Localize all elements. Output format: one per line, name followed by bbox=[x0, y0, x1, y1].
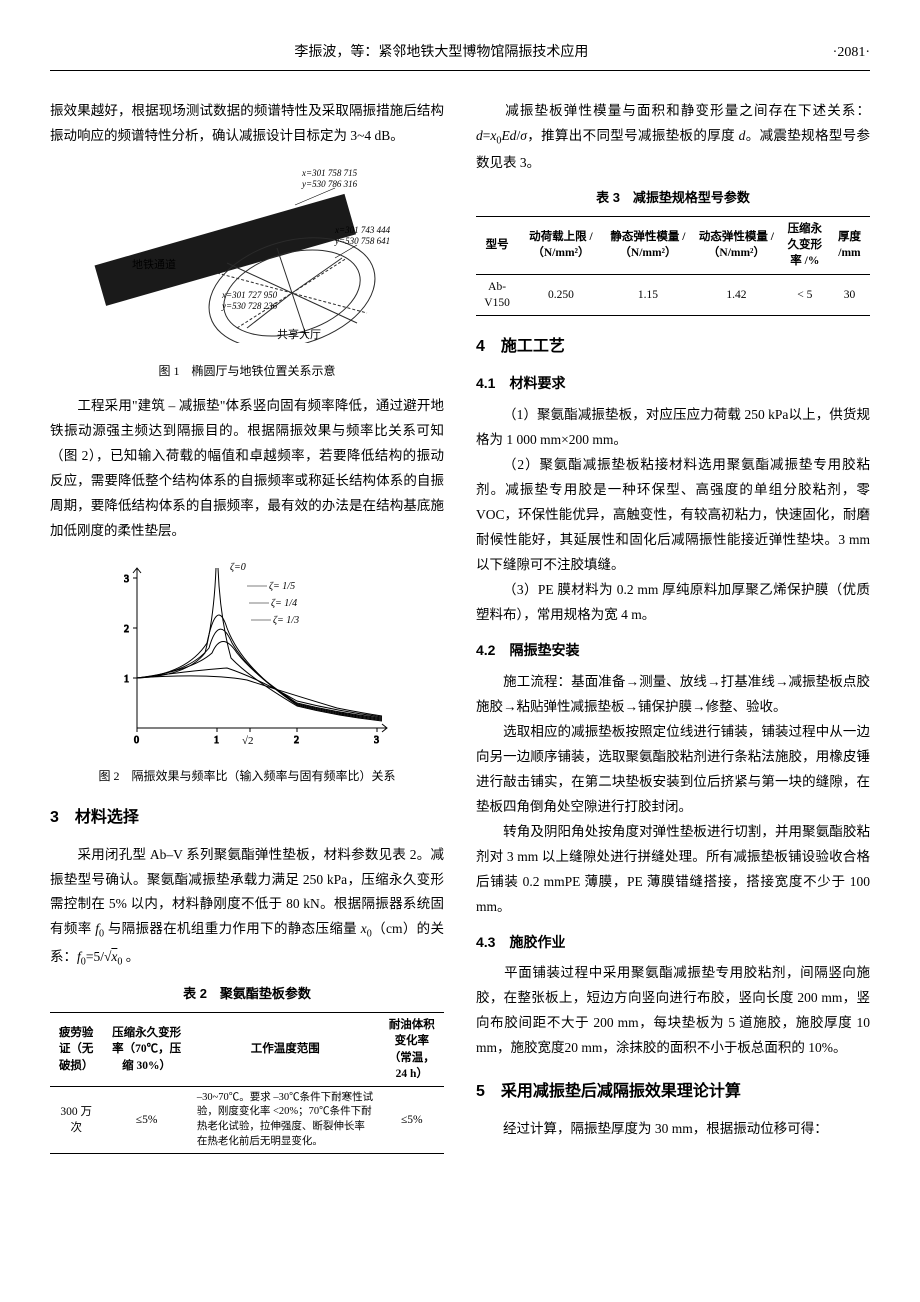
figure-2-caption: 图 2 隔振效果与频率比（输入频率与固有频率比）关系 bbox=[50, 765, 444, 787]
th: 耐油体积变化率（常温，24 h） bbox=[380, 1013, 444, 1086]
running-title: 李振波，等：紧邻地铁大型博物馆隔振技术应用 bbox=[50, 40, 833, 66]
figure-1: 地铁通道 共享大厅 x=301 758 715 y=530 786 316 x=… bbox=[50, 163, 444, 352]
svg-text:y=530 728 236: y=530 728 236 bbox=[221, 301, 278, 311]
table-2-caption: 表 2 聚氨酯垫板参数 bbox=[50, 982, 444, 1006]
paragraph: 施工流程：基面准备→测量、放线→打基准线→减振垫板点胶施胶→粘贴弹性减振垫板→铺… bbox=[476, 670, 870, 720]
tunnel-diagram-svg: 地铁通道 共享大厅 x=301 758 715 y=530 786 316 x=… bbox=[77, 163, 417, 343]
table-2: 疲劳验证（无破损） 压缩永久变形率（70℃，压缩 30%） 工作温度范围 耐油体… bbox=[50, 1012, 444, 1154]
paragraph: （3）PE 膜材料为 0.2 mm 厚纯原料加厚聚乙烯保护膜（优质塑料布），常用… bbox=[476, 578, 870, 628]
figure-1-caption: 图 1 椭圆厅与地铁位置关系示意 bbox=[50, 360, 444, 382]
td: –30~70℃。要求 –30℃条件下耐寒性试验，刚度变化率 <20%；70℃条件… bbox=[191, 1086, 380, 1154]
paragraph: 减振垫板弹性模量与面积和静变形量之间存在下述关系：d=x0Ed/σ，推算出不同型… bbox=[476, 99, 870, 176]
th: 动荷载上限 /（N/mm²） bbox=[518, 217, 604, 274]
td: ≤5% bbox=[102, 1086, 190, 1154]
left-column: 振效果越好，根据现场测试数据的频谱特性及采取隔振措施后结构振动响应的频谱特性分析… bbox=[50, 99, 444, 1167]
section-3-title: 3 材料选择 bbox=[50, 803, 444, 833]
paragraph: 经过计算，隔振垫厚度为 30 mm，根据振动位移可得： bbox=[476, 1117, 870, 1142]
svg-text:1: 1 bbox=[124, 674, 129, 685]
th: 疲劳验证（无破损） bbox=[50, 1013, 102, 1086]
td: 1.15 bbox=[604, 274, 693, 315]
table-3: 型号 动荷载上限 /（N/mm²） 静态弹性模量 /（N/mm²） 动态弹性模量… bbox=[476, 216, 870, 315]
svg-text:√2: √2 bbox=[242, 735, 254, 747]
svg-text:x=301 743 444: x=301 743 444 bbox=[334, 225, 391, 235]
svg-text:ζ= 1/3: ζ= 1/3 bbox=[273, 615, 299, 626]
th: 压缩永久变形率 /% bbox=[781, 217, 829, 274]
svg-text:ζ= 1/4: ζ= 1/4 bbox=[271, 598, 297, 609]
page-number: ·2081· bbox=[833, 40, 870, 66]
table-3-caption: 表 3 减振垫规格型号参数 bbox=[476, 186, 870, 210]
paragraph: 平面铺装过程中采用聚氨酯减振垫专用胶粘剂，间隔竖向施胶，在整张板上，短边方向竖向… bbox=[476, 961, 870, 1061]
figure-2: 0 1 2 3 1 2 3 √2 bbox=[50, 558, 444, 757]
svg-text:y=530 758 641: y=530 758 641 bbox=[334, 236, 390, 246]
svg-text:3: 3 bbox=[124, 574, 129, 585]
svg-text:ζ=0: ζ=0 bbox=[230, 562, 246, 573]
svg-text:1: 1 bbox=[214, 735, 219, 746]
th: 静态弹性模量 /（N/mm²） bbox=[604, 217, 693, 274]
svg-text:ζ= 1/5: ζ= 1/5 bbox=[269, 581, 295, 592]
right-column: 减振垫板弹性模量与面积和静变形量之间存在下述关系：d=x0Ed/σ，推算出不同型… bbox=[476, 99, 870, 1167]
paragraph: （2）聚氨酯减振垫板粘接材料选用聚氨酯减振垫专用胶粘剂。减振垫专用胶是一种环保型… bbox=[476, 453, 870, 578]
section-4-2-title: 4.2 隔振垫安装 bbox=[476, 638, 870, 664]
td: Ab-V150 bbox=[476, 274, 518, 315]
svg-text:y=530 786 316: y=530 786 316 bbox=[301, 179, 358, 189]
svg-text:x=301 727 950: x=301 727 950 bbox=[221, 290, 278, 300]
th: 型号 bbox=[476, 217, 518, 274]
th: 厚度 /mm bbox=[829, 217, 870, 274]
td: 1.42 bbox=[692, 274, 781, 315]
th: 动态弹性模量 /（N/mm²） bbox=[692, 217, 781, 274]
section-5-title: 5 采用减振垫后减隔振效果理论计算 bbox=[476, 1077, 870, 1107]
svg-text:0: 0 bbox=[134, 735, 139, 746]
svg-text:x=301 758 715: x=301 758 715 bbox=[301, 168, 358, 178]
page-header: 李振波，等：紧邻地铁大型博物馆隔振技术应用 ·2081· bbox=[50, 40, 870, 71]
td: 0.250 bbox=[518, 274, 604, 315]
th: 压缩永久变形率（70℃，压缩 30%） bbox=[102, 1013, 190, 1086]
td: 300 万次 bbox=[50, 1086, 102, 1154]
td: ≤5% bbox=[380, 1086, 444, 1154]
svg-text:2: 2 bbox=[294, 735, 299, 746]
two-column-layout: 振效果越好，根据现场测试数据的频谱特性及采取隔振措施后结构振动响应的频谱特性分析… bbox=[50, 99, 870, 1167]
svg-text:2: 2 bbox=[124, 624, 129, 635]
paragraph: 振效果越好，根据现场测试数据的频谱特性及采取隔振措施后结构振动响应的频谱特性分析… bbox=[50, 99, 444, 149]
td: < 5 bbox=[781, 274, 829, 315]
section-4-title: 4 施工工艺 bbox=[476, 332, 870, 362]
th: 工作温度范围 bbox=[191, 1013, 380, 1086]
transmissibility-chart-svg: 0 1 2 3 1 2 3 √2 bbox=[97, 558, 397, 748]
paragraph: 选取相应的减振垫板按照定位线进行铺装，铺装过程中从一边向另一边顺序铺装，选取聚氨… bbox=[476, 720, 870, 820]
tunnel-label: 地铁通道 bbox=[132, 257, 176, 271]
paragraph: 工程采用"建筑 – 减振垫"体系竖向固有频率降低，通过避开地铁振动源强主频达到隔… bbox=[50, 394, 444, 544]
hall-label: 共享大厅 bbox=[277, 327, 321, 341]
td: 30 bbox=[829, 274, 870, 315]
paragraph: 转角及阴阳角处按角度对弹性垫板进行切割，并用聚氨酯胶粘剂对 3 mm 以上缝隙处… bbox=[476, 820, 870, 920]
paragraph: （1）聚氨酯减振垫板，对应压应力荷载 250 kPa以上，供货规格为 1 000… bbox=[476, 403, 870, 453]
section-4-1-title: 4.1 材料要求 bbox=[476, 371, 870, 397]
paragraph: 采用闭孔型 Ab–V 系列聚氨酯弹性垫板，材料参数见表 2。减振垫型号确认。聚氨… bbox=[50, 843, 444, 973]
section-4-3-title: 4.3 施胶作业 bbox=[476, 930, 870, 956]
svg-text:3: 3 bbox=[374, 735, 379, 746]
